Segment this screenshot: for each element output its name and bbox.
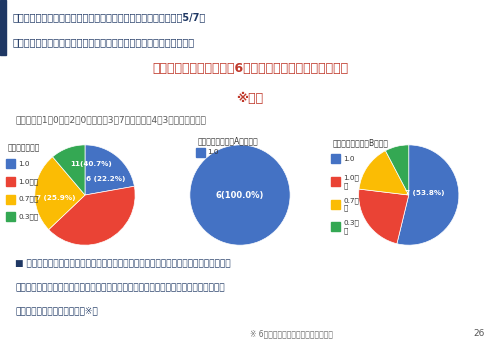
Text: ※ 6歳児のデータのみを比較している: ※ 6歳児のデータのみを比較している (250, 329, 333, 338)
Text: 日本の保育園と比較すると、学習時間やタブレット使用時間、外遂びの時間が大きく: 日本の保育園と比較すると、学習時間やタブレット使用時間、外遂びの時間が大きく (15, 283, 225, 292)
Text: 1.0: 1.0 (208, 149, 219, 155)
Text: ※右眼: ※右眼 (236, 91, 264, 104)
Text: 26: 26 (474, 329, 485, 338)
Text: 0.3未満: 0.3未満 (18, 213, 38, 220)
Text: 0.7未満: 0.7未満 (18, 196, 38, 202)
Bar (6, 212, 15, 221)
Text: 0.3未
満: 0.3未 満 (344, 220, 359, 234)
Bar (6, 177, 15, 186)
Wedge shape (35, 157, 85, 229)
Text: 0.7未
満: 0.7未 満 (344, 197, 359, 211)
Text: 1.0未満: 1.0未満 (18, 178, 38, 185)
Text: 日本　私立幼稚園B（右）: 日本 私立幼稚園B（右） (332, 138, 388, 147)
Text: ベトナム（右）: ベトナム（右） (8, 143, 40, 152)
Text: 》実証調査活動《３．小学校等での小児健診の実施　調査結果（5/7）: 》実証調査活動《３．小学校等での小児健診の実施 調査結果（5/7） (12, 12, 206, 22)
Bar (331, 222, 340, 231)
Text: ベトナム（私立学校）の6歳児と日本の６歳児の視力比較: ベトナム（私立学校）の6歳児と日本の６歳児の視力比較 (152, 62, 348, 76)
Wedge shape (190, 145, 290, 245)
Text: 日本　公立幼稚園A　（右）: 日本 公立幼稚園A （右） (198, 136, 258, 145)
Text: 視力を　 1．0　 2．0未満　 3．7未満　　 4．3未満　　に分類: 視力を  1．0  2．0未満  3．7未満  4．3未満 に分類 (15, 115, 206, 124)
Wedge shape (359, 151, 409, 195)
Text: 1.0未
満: 1.0未 満 (344, 174, 359, 189)
Text: ベトナム小学校での健診結果と日本の幼稚園における健診結果の比較: ベトナム小学校での健診結果と日本の幼稚園における健診結果の比較 (12, 37, 194, 47)
Bar (331, 177, 340, 186)
Wedge shape (48, 186, 135, 245)
Wedge shape (386, 145, 409, 195)
Bar (0, 0, 6, 55)
Text: 影響している可能性がある※。: 影響している可能性がある※。 (15, 306, 98, 316)
Text: 6(100.0%): 6(100.0%) (216, 191, 264, 199)
Text: 7 (53.8%): 7 (53.8%) (405, 190, 444, 196)
Bar (6, 195, 15, 204)
Wedge shape (52, 145, 85, 195)
Text: 6 (22.2%): 6 (22.2%) (86, 176, 126, 182)
Wedge shape (397, 145, 459, 245)
Text: 7 (25.9%): 7 (25.9%) (36, 195, 76, 201)
Bar (331, 154, 340, 163)
Text: ■ ベトナム（私立学校）と日本の私立幼稚園のデータは似たような分布となっており、: ■ ベトナム（私立学校）と日本の私立幼稚園のデータは似たような分布となっており、 (15, 259, 231, 269)
Wedge shape (85, 145, 134, 195)
Text: 1.0: 1.0 (18, 161, 30, 167)
Wedge shape (358, 189, 409, 244)
Text: 11(40.7%): 11(40.7%) (70, 161, 112, 167)
Bar (6, 160, 15, 168)
Text: 1.0: 1.0 (344, 156, 355, 162)
Bar (196, 148, 205, 157)
Bar (331, 199, 340, 209)
